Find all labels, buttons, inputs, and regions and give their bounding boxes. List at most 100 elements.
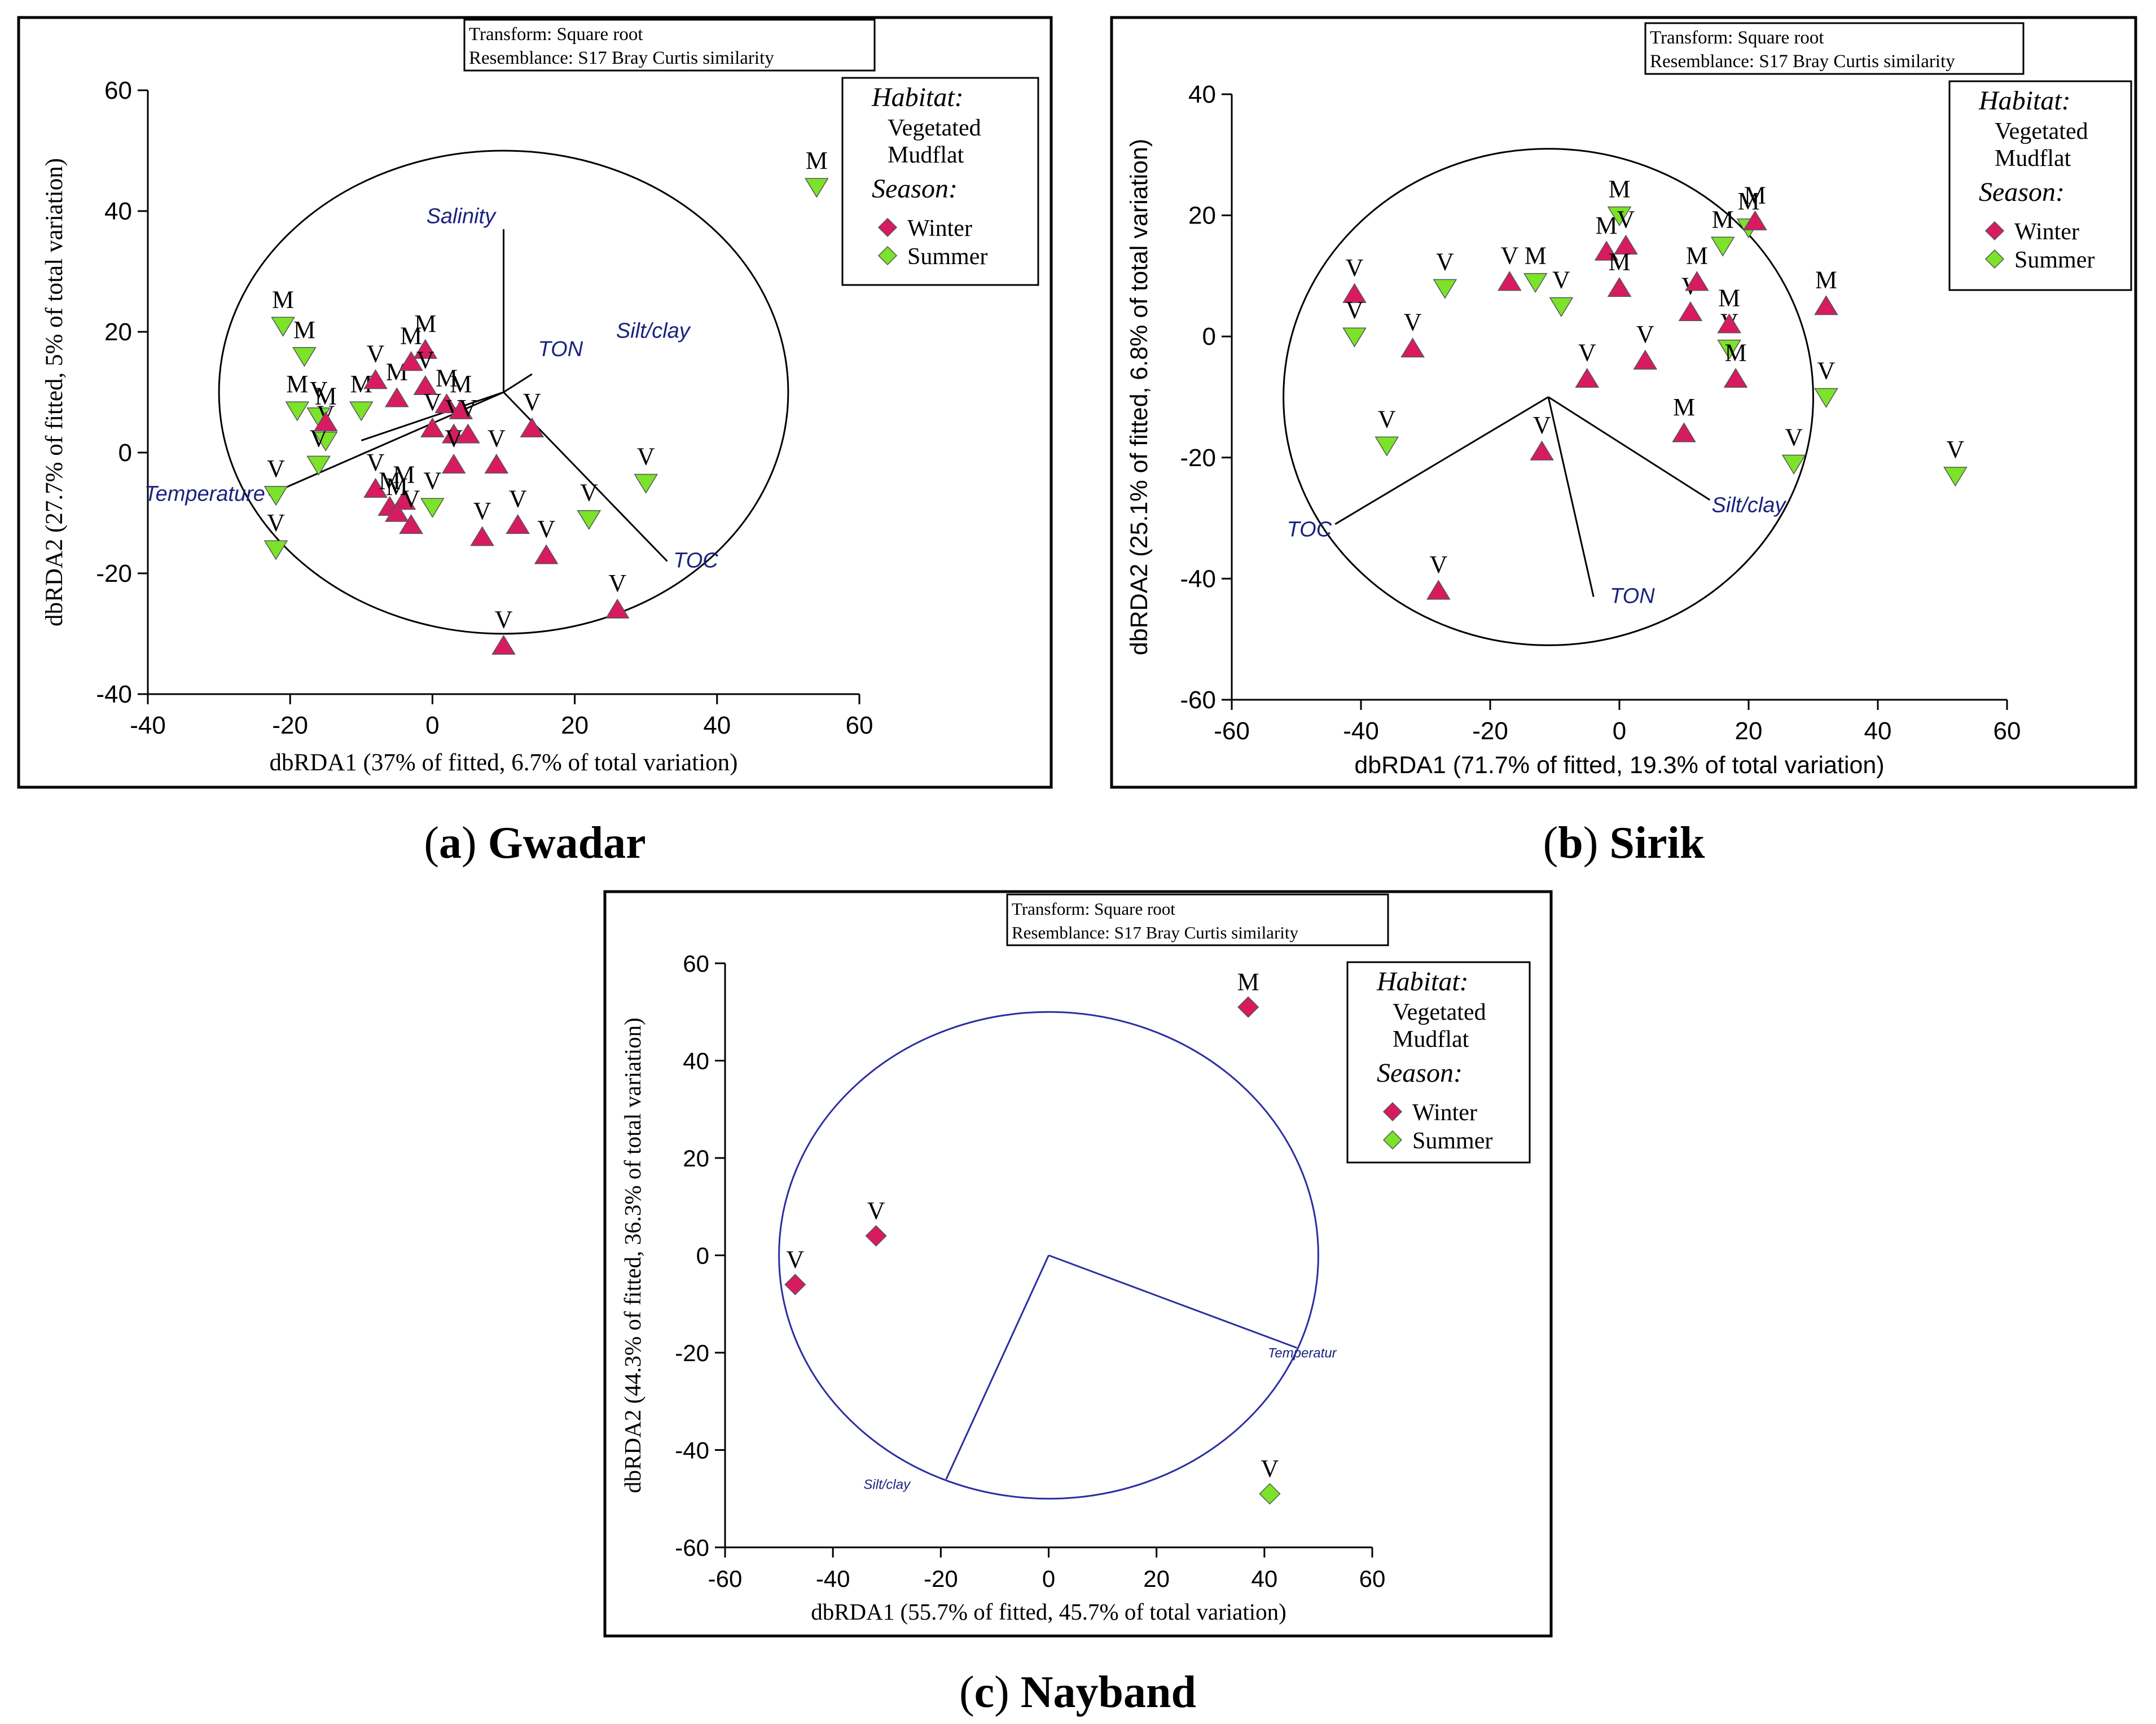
vector-toc [1334,396,1549,525]
legend-frame [1346,961,1531,1164]
legend-frame [841,77,1039,286]
point-winter [1594,240,1619,261]
legend-summer-label: Summer [1412,1128,1492,1154]
transform-note-frame [1006,893,1389,946]
x-tick-label: 40 [1251,1565,1277,1592]
legend-habitat-item: Vegetated [888,115,981,141]
point-summer [264,540,288,560]
point-label: V [1261,1455,1279,1482]
panel-frame-a [17,16,1053,789]
legend-winter-marker [1382,1102,1403,1122]
y-tick-label: 0 [1202,323,1216,350]
point-winter [1342,283,1367,303]
point-label: M [1608,248,1630,275]
vector-ton [1547,397,1595,597]
point-winter [413,339,438,359]
point-summer [306,455,331,476]
x-tick-label: 20 [1143,1565,1170,1592]
y-axis-label: dbRDA2 (25.1% of fitted, 6.8% of total v… [1126,139,1153,655]
point-label: M [1673,393,1695,421]
legend-season-title: Season: [1377,1058,1463,1088]
resemblance-note: Resemblance: S17 Bray Curtis similarity [1650,51,1955,72]
x-tick-label: 60 [1359,1565,1386,1592]
x-axis-label: dbRDA1 (55.7% of fitted, 45.7% of total … [811,1599,1286,1625]
transform-note-frame [463,19,876,72]
point-summer [1259,1483,1281,1505]
y-tick-label: 60 [683,950,709,977]
x-tick-label: -20 [1472,717,1508,745]
point-winter [399,351,423,371]
transform-note-frame [1644,22,2025,75]
point-label: V [495,606,513,633]
legend-winter-label: Winter [2014,219,2079,245]
point-winter [385,502,409,522]
point-summer [1549,297,1574,317]
point-label: V [1436,248,1454,275]
x-tick-label: 40 [1864,717,1892,745]
transform-note-box: Transform: Square root Resemblance: S17 B… [463,19,876,72]
point-label: V [608,569,626,597]
point-summer [264,486,288,506]
point-winter [420,417,445,437]
legend-habitat-item: Mudflat [1995,146,2071,172]
point-label: V [1533,411,1551,439]
point-label: M [293,316,315,344]
point-winter [865,1225,887,1247]
legend-habitat-title: Habitat: [1376,967,1469,997]
x-tick-label: 60 [846,712,873,739]
x-tick-label: 40 [703,712,731,739]
vector-label: Salinity [427,204,497,228]
vector-label: Silt/clay [863,1477,911,1493]
point-label: V [1500,242,1518,270]
point-label: M [1737,187,1759,215]
point-winter [1685,271,1709,291]
point-label: V [1617,205,1635,233]
point-winter [1607,277,1632,297]
transform-note: Transform: Square root [1012,899,1175,919]
point-label: V [580,479,598,507]
point-label: V [459,394,477,422]
y-tick-label: -20 [96,560,132,587]
point-label: M [1718,284,1740,312]
y-tick-label: -60 [675,1534,709,1561]
point-winter [413,375,438,396]
vector-label: Silt/clay [1712,493,1787,517]
point-label: V [537,515,555,543]
point-label: M [272,286,294,313]
legend-habitat-item: Mudflat [1393,1026,1469,1052]
point-summer [292,347,317,367]
point-label: V [1346,254,1364,282]
y-tick-label: 0 [696,1243,709,1269]
y-tick-label: 20 [104,318,132,346]
x-tick-label: 20 [561,712,589,739]
point-label: V [1947,436,1965,463]
point-label: V [1346,296,1364,324]
vector-label: TOC [1287,517,1332,541]
point-winter [441,453,466,474]
legend-summer-label: Summer [907,244,987,270]
point-winter [1498,271,1522,291]
point-winter [1237,996,1259,1018]
point-label: V [867,1197,885,1225]
y-tick-label: 20 [1188,202,1216,230]
point-label: M [1237,968,1259,996]
point-label: V [523,388,541,416]
point-winter [363,477,388,498]
legend-season-title: Season: [1979,177,2065,207]
vector-silt-clay [945,1254,1050,1480]
point-winter [484,453,509,474]
point-winter [520,417,545,437]
point-winter [1743,210,1767,231]
point-label: V [367,449,385,476]
x-tick-label: -20 [924,1565,958,1592]
resemblance-note: Resemblance: S17 Bray Curtis similarity [1012,923,1298,942]
point-label: V [445,424,463,452]
legend-habitat-item: Mudflat [888,142,964,168]
point-winter [456,423,480,444]
point-label: M [393,461,415,489]
point-label: M [386,473,408,501]
caption-b: (b) Sirik [1543,818,1705,868]
